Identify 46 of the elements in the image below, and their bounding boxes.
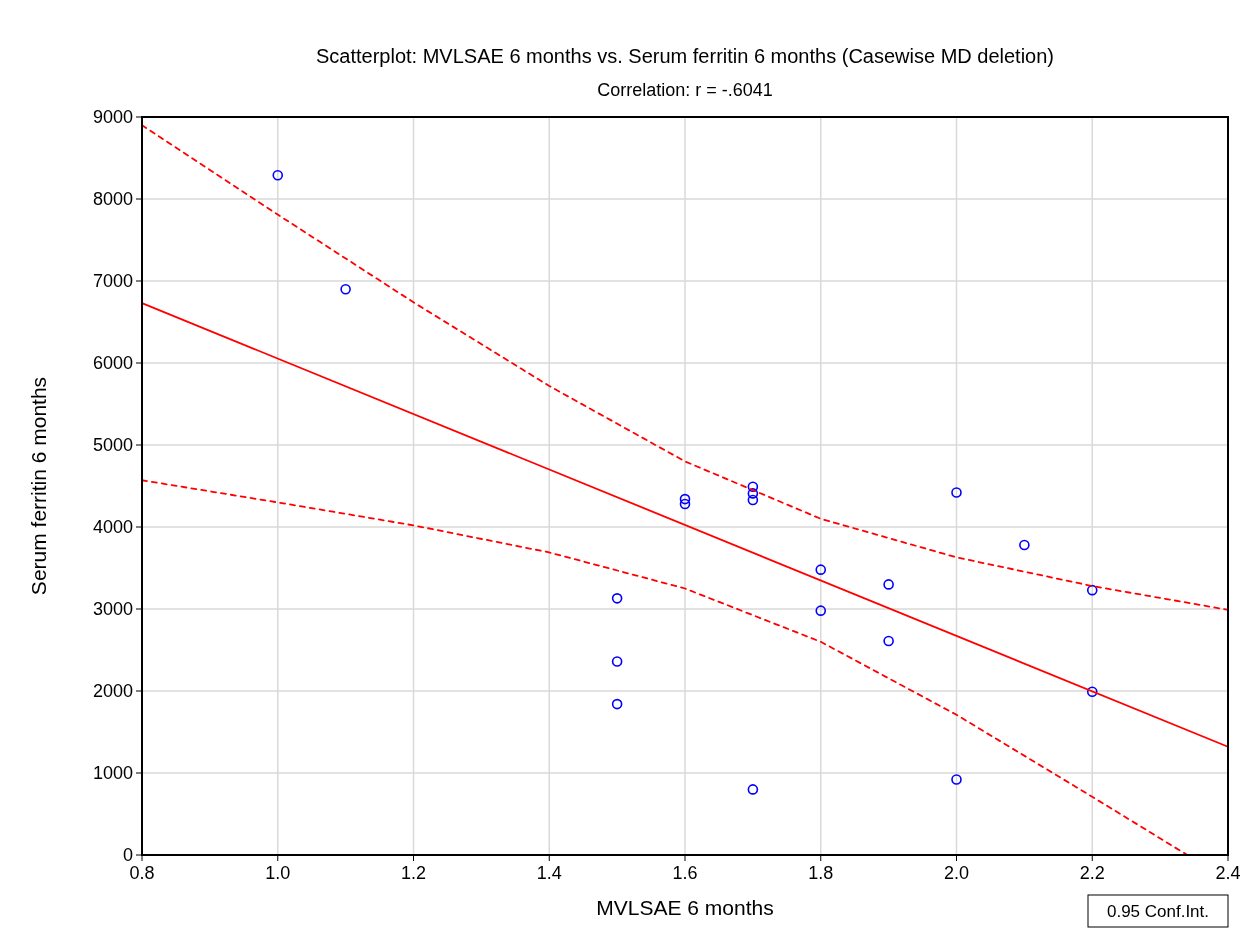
point xyxy=(883,635,894,647)
point xyxy=(815,605,827,616)
point xyxy=(611,593,623,604)
y-tick-label: 5000 xyxy=(92,435,133,455)
point xyxy=(951,774,962,785)
x-tick-label: 1.4 xyxy=(536,863,562,883)
point xyxy=(611,656,623,667)
point xyxy=(611,698,623,710)
chart-title: Scatterplot: MVLSAE 6 months vs. Serum ferritin 6 months (Casewise MD deletion) xyxy=(315,45,1055,67)
x-axis-title: MVLSAE 6 months xyxy=(596,896,774,919)
point xyxy=(747,481,759,493)
y-tick-label: 3000 xyxy=(92,599,133,619)
x-tick-label: 1.6 xyxy=(672,863,698,883)
point xyxy=(340,283,351,295)
y-axis-title: Serum ferritin 6 months xyxy=(27,376,50,596)
x-tick-label: 1.8 xyxy=(808,863,834,883)
x-tick-label: 1.2 xyxy=(400,863,427,883)
point xyxy=(815,564,827,575)
x-tick-label: 0.8 xyxy=(129,863,155,883)
y-tick-label: 0 xyxy=(122,845,133,865)
y-tick-label: 6000 xyxy=(92,353,133,373)
point xyxy=(1086,686,1098,698)
x-tick-label: 2.0 xyxy=(943,863,970,883)
point xyxy=(679,498,691,510)
point xyxy=(1019,539,1030,551)
point xyxy=(679,493,691,505)
point xyxy=(747,784,759,795)
text: 0.95 Conf.Int. xyxy=(1106,902,1210,921)
x-tick-label: 2.2 xyxy=(1079,863,1105,883)
point xyxy=(272,169,284,181)
y-tick-label: 4000 xyxy=(92,517,133,537)
x-tick-label: 1.0 xyxy=(265,863,291,883)
line-series xyxy=(141,479,1189,856)
point xyxy=(951,487,962,498)
y-tick-label: 8000 xyxy=(92,189,133,209)
chart-subtitle: Correlation: r = -.6041 xyxy=(597,80,773,100)
point xyxy=(883,579,894,590)
y-tick-label: 9000 xyxy=(92,107,133,127)
x-tick-label: 2.4 xyxy=(1215,863,1241,883)
y-tick-label: 2000 xyxy=(92,681,133,701)
y-tick-label: 1000 xyxy=(92,763,133,783)
line-series xyxy=(141,124,1229,611)
point xyxy=(747,494,759,506)
y-tick-label: 7000 xyxy=(92,271,133,291)
point xyxy=(1086,584,1098,596)
point xyxy=(747,488,759,499)
